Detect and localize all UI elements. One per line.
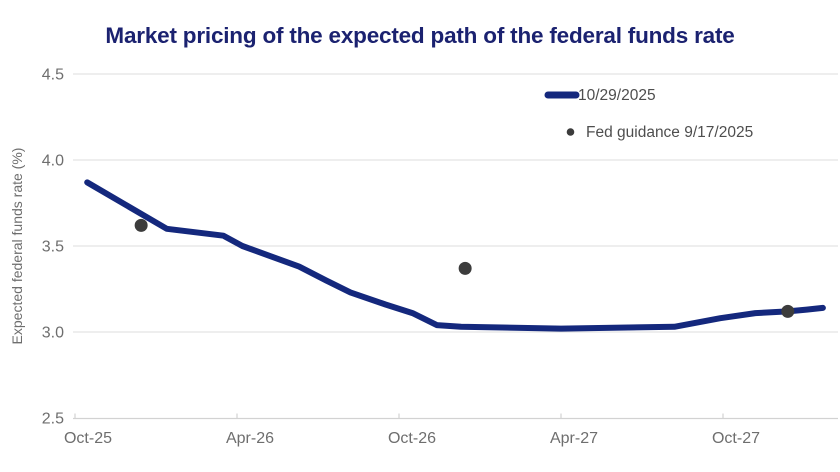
fed-guidance-dot [458, 261, 472, 275]
y-tick-label: 3.5 [42, 239, 64, 256]
y-tick-label: 4.5 [42, 67, 64, 84]
fed-guidance-dot [781, 304, 795, 318]
fed-guidance-dot [134, 218, 148, 232]
x-tick-label: Oct-27 [712, 430, 760, 447]
y-tick-label: 3.0 [42, 325, 64, 342]
chart-title: Market pricing of the expected path of t… [105, 23, 735, 48]
legend-label-market-pricing: 10/29/2025 [578, 87, 656, 104]
y-axis-title: Expected federal funds rate (%) [9, 148, 25, 345]
x-tick-label: Oct-25 [64, 430, 112, 447]
y-tick-label: 4.0 [42, 153, 64, 170]
legend-dot-swatch [566, 128, 575, 136]
market-pricing-line [84, 179, 826, 332]
x-tick-label: Apr-27 [550, 430, 598, 447]
x-tick-label: Oct-26 [388, 430, 436, 447]
y-tick-label: 2.5 [42, 411, 64, 428]
legend-label-fed-guidance: Fed guidance 9/17/2025 [586, 124, 753, 141]
x-tick-label: Apr-26 [226, 430, 274, 447]
